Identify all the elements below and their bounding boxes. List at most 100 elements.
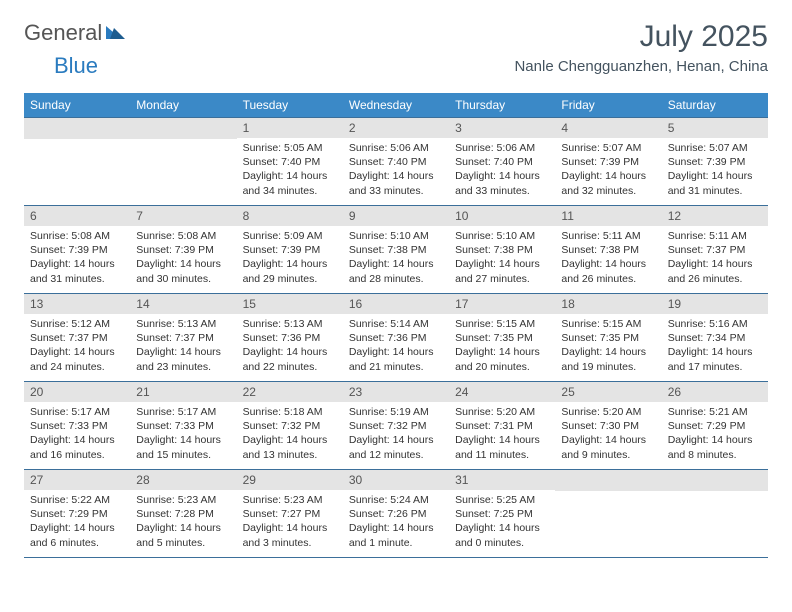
calendar-cell: 4Sunrise: 5:07 AMSunset: 7:39 PMDaylight… [555, 118, 661, 206]
day-header-row: Sunday Monday Tuesday Wednesday Thursday… [24, 93, 768, 118]
day-number: 1 [237, 118, 343, 138]
calendar-cell: 12Sunrise: 5:11 AMSunset: 7:37 PMDayligh… [662, 206, 768, 294]
sunrise-text: Sunrise: 5:11 AM [668, 229, 762, 243]
sunset-text: Sunset: 7:25 PM [455, 507, 549, 521]
day-data: Sunrise: 5:17 AMSunset: 7:33 PMDaylight:… [130, 402, 236, 466]
sunset-text: Sunset: 7:27 PM [243, 507, 337, 521]
sunrise-text: Sunrise: 5:25 AM [455, 493, 549, 507]
day-data: Sunrise: 5:22 AMSunset: 7:29 PMDaylight:… [24, 490, 130, 554]
sunset-text: Sunset: 7:37 PM [668, 243, 762, 257]
sunset-text: Sunset: 7:32 PM [243, 419, 337, 433]
sunrise-text: Sunrise: 5:09 AM [243, 229, 337, 243]
day-number: 12 [662, 206, 768, 226]
calendar-cell: 24Sunrise: 5:20 AMSunset: 7:31 PMDayligh… [449, 382, 555, 470]
calendar-cell: 15Sunrise: 5:13 AMSunset: 7:36 PMDayligh… [237, 294, 343, 382]
sunrise-text: Sunrise: 5:13 AM [136, 317, 230, 331]
day-data: Sunrise: 5:11 AMSunset: 7:38 PMDaylight:… [555, 226, 661, 290]
sunrise-text: Sunrise: 5:22 AM [30, 493, 124, 507]
daylight-text-2: and 23 minutes. [136, 360, 230, 374]
day-head-friday: Friday [555, 93, 661, 118]
calendar-cell: 17Sunrise: 5:15 AMSunset: 7:35 PMDayligh… [449, 294, 555, 382]
day-data: Sunrise: 5:25 AMSunset: 7:25 PMDaylight:… [449, 490, 555, 554]
daylight-text-2: and 1 minute. [349, 536, 443, 550]
sunset-text: Sunset: 7:31 PM [455, 419, 549, 433]
sunset-text: Sunset: 7:39 PM [668, 155, 762, 169]
daylight-text-2: and 21 minutes. [349, 360, 443, 374]
daylight-text-1: Daylight: 14 hours [561, 433, 655, 447]
day-head-monday: Monday [130, 93, 236, 118]
sunset-text: Sunset: 7:26 PM [349, 507, 443, 521]
day-data: Sunrise: 5:10 AMSunset: 7:38 PMDaylight:… [449, 226, 555, 290]
daylight-text-1: Daylight: 14 hours [30, 345, 124, 359]
daylight-text-1: Daylight: 14 hours [668, 169, 762, 183]
day-number: 26 [662, 382, 768, 402]
sunrise-text: Sunrise: 5:11 AM [561, 229, 655, 243]
daylight-text-2: and 6 minutes. [30, 536, 124, 550]
daylight-text-2: and 3 minutes. [243, 536, 337, 550]
daylight-text-2: and 9 minutes. [561, 448, 655, 462]
sunset-text: Sunset: 7:35 PM [561, 331, 655, 345]
daylight-text-1: Daylight: 14 hours [30, 521, 124, 535]
daylight-text-1: Daylight: 14 hours [455, 521, 549, 535]
daylight-text-2: and 0 minutes. [455, 536, 549, 550]
day-number: 21 [130, 382, 236, 402]
day-data: Sunrise: 5:16 AMSunset: 7:34 PMDaylight:… [662, 314, 768, 378]
day-head-sunday: Sunday [24, 93, 130, 118]
sunrise-text: Sunrise: 5:07 AM [668, 141, 762, 155]
day-head-saturday: Saturday [662, 93, 768, 118]
calendar-cell: 3Sunrise: 5:06 AMSunset: 7:40 PMDaylight… [449, 118, 555, 206]
day-number: 30 [343, 470, 449, 490]
calendar-cell: 23Sunrise: 5:19 AMSunset: 7:32 PMDayligh… [343, 382, 449, 470]
sunrise-text: Sunrise: 5:07 AM [561, 141, 655, 155]
sunset-text: Sunset: 7:33 PM [30, 419, 124, 433]
week-row: 27Sunrise: 5:22 AMSunset: 7:29 PMDayligh… [24, 470, 768, 558]
daylight-text-2: and 22 minutes. [243, 360, 337, 374]
title-block: July 2025 Nanle Chengguanzhen, Henan, Ch… [514, 20, 768, 75]
day-data: Sunrise: 5:08 AMSunset: 7:39 PMDaylight:… [24, 226, 130, 290]
sunrise-text: Sunrise: 5:24 AM [349, 493, 443, 507]
sunrise-text: Sunrise: 5:16 AM [668, 317, 762, 331]
sunset-text: Sunset: 7:28 PM [136, 507, 230, 521]
daylight-text-2: and 30 minutes. [136, 272, 230, 286]
sunrise-text: Sunrise: 5:15 AM [455, 317, 549, 331]
sunrise-text: Sunrise: 5:05 AM [243, 141, 337, 155]
daylight-text-1: Daylight: 14 hours [243, 433, 337, 447]
sunset-text: Sunset: 7:40 PM [243, 155, 337, 169]
daylight-text-2: and 8 minutes. [668, 448, 762, 462]
day-data: Sunrise: 5:20 AMSunset: 7:31 PMDaylight:… [449, 402, 555, 466]
day-number: 19 [662, 294, 768, 314]
daylight-text-1: Daylight: 14 hours [455, 345, 549, 359]
day-number: 5 [662, 118, 768, 138]
day-data: Sunrise: 5:24 AMSunset: 7:26 PMDaylight:… [343, 490, 449, 554]
calendar-cell [24, 118, 130, 206]
calendar-cell: 11Sunrise: 5:11 AMSunset: 7:38 PMDayligh… [555, 206, 661, 294]
logo-text-general: General [24, 20, 102, 46]
sunset-text: Sunset: 7:35 PM [455, 331, 549, 345]
calendar-cell: 28Sunrise: 5:23 AMSunset: 7:28 PMDayligh… [130, 470, 236, 558]
calendar-cell: 20Sunrise: 5:17 AMSunset: 7:33 PMDayligh… [24, 382, 130, 470]
calendar-cell: 14Sunrise: 5:13 AMSunset: 7:37 PMDayligh… [130, 294, 236, 382]
sunset-text: Sunset: 7:38 PM [455, 243, 549, 257]
week-row: 6Sunrise: 5:08 AMSunset: 7:39 PMDaylight… [24, 206, 768, 294]
day-data: Sunrise: 5:12 AMSunset: 7:37 PMDaylight:… [24, 314, 130, 378]
sunset-text: Sunset: 7:37 PM [136, 331, 230, 345]
daylight-text-1: Daylight: 14 hours [243, 169, 337, 183]
daylight-text-1: Daylight: 14 hours [349, 345, 443, 359]
day-data: Sunrise: 5:08 AMSunset: 7:39 PMDaylight:… [130, 226, 236, 290]
daylight-text-2: and 27 minutes. [455, 272, 549, 286]
daylight-text-1: Daylight: 14 hours [136, 257, 230, 271]
sunrise-text: Sunrise: 5:08 AM [30, 229, 124, 243]
daylight-text-2: and 33 minutes. [349, 184, 443, 198]
daylight-text-2: and 16 minutes. [30, 448, 124, 462]
day-number: 16 [343, 294, 449, 314]
calendar-cell: 21Sunrise: 5:17 AMSunset: 7:33 PMDayligh… [130, 382, 236, 470]
day-data: Sunrise: 5:17 AMSunset: 7:33 PMDaylight:… [24, 402, 130, 466]
sunrise-text: Sunrise: 5:10 AM [349, 229, 443, 243]
daylight-text-1: Daylight: 14 hours [455, 169, 549, 183]
day-number: 9 [343, 206, 449, 226]
day-number: 14 [130, 294, 236, 314]
sunset-text: Sunset: 7:34 PM [668, 331, 762, 345]
calendar-table: Sunday Monday Tuesday Wednesday Thursday… [24, 93, 768, 558]
calendar-cell: 8Sunrise: 5:09 AMSunset: 7:39 PMDaylight… [237, 206, 343, 294]
sunrise-text: Sunrise: 5:06 AM [455, 141, 549, 155]
